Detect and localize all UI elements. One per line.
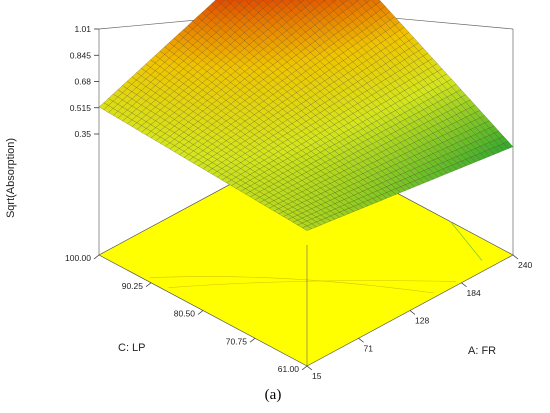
- x-tick-label: 15: [312, 371, 322, 381]
- y-tick-mark: [198, 311, 203, 315]
- y-tick-mark: [302, 366, 307, 370]
- figure-caption: (a): [265, 387, 282, 403]
- x-tick-mark: [462, 283, 467, 287]
- x-tick-label: 128: [415, 316, 429, 326]
- y-tick-label: 90.25: [122, 281, 144, 291]
- z-axis-title: Sqrt(Absorption): [5, 138, 17, 218]
- y-tick-label: 70.75: [226, 336, 248, 346]
- y-tick-mark: [146, 283, 151, 287]
- x-axis-title: A: FR: [468, 345, 496, 357]
- z-tick-label: 0.515: [70, 103, 92, 113]
- y-tick-mark: [94, 255, 99, 259]
- z-tick-label: 0.68: [74, 77, 91, 87]
- y-tick-label: 80.50: [174, 309, 196, 319]
- y-axis-title: C: LP: [118, 342, 146, 354]
- y-tick-label: 61.00: [278, 364, 300, 374]
- y-tick-label: 100.00: [65, 253, 91, 263]
- x-tick-label: 184: [467, 288, 481, 298]
- x-tick-mark: [513, 255, 518, 259]
- x-tick-mark: [410, 311, 415, 315]
- z-tick-label: 0.35: [74, 129, 91, 139]
- response-surface: [99, 0, 513, 231]
- z-tick-label: 0.845: [70, 50, 92, 60]
- z-tick-label: 1.01: [74, 24, 91, 34]
- x-tick-label: 71: [364, 343, 374, 353]
- x-tick-mark: [359, 338, 364, 342]
- x-tick-label: 240: [518, 260, 532, 270]
- x-tick-mark: [307, 366, 312, 370]
- y-tick-mark: [250, 338, 255, 342]
